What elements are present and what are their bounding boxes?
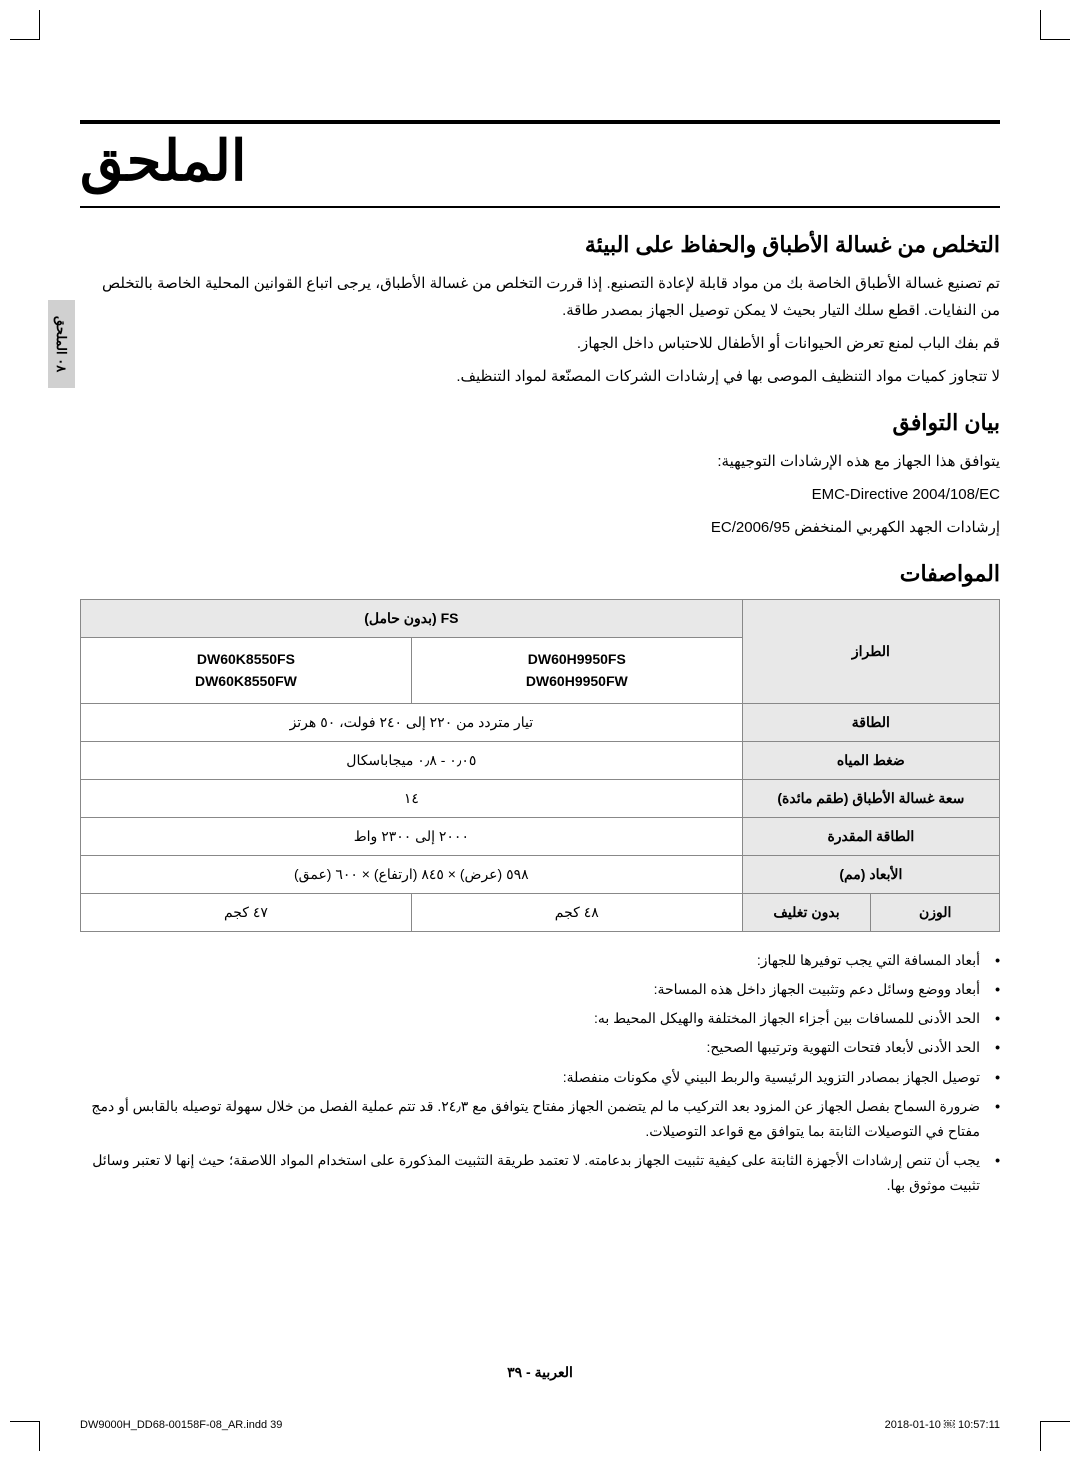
table-header-model: الطراز <box>742 600 999 704</box>
table-row: الطاقة المقدرة ٢٠٠٠ إلى ٢٣٠٠ واط <box>81 817 1000 855</box>
body-paragraph: قم بفك الباب لمنع تعرض الحيوانات أو الأط… <box>80 330 1000 357</box>
table-row: الطاقة تيار متردد من ٢٢٠ إلى ٢٤٠ فولت، ٥… <box>81 703 1000 741</box>
list-item: الحد الأدنى لأبعاد فتحات التهوية وترتيبه… <box>80 1035 1000 1060</box>
table-row: سعة غسالة الأطباق (طقم مائدة) ١٤ <box>81 779 1000 817</box>
table-header-water: ضغط المياه <box>742 741 999 779</box>
table-cell: ٥٩٨ (عرض) × ٨٤٥ (ارتفاع) × ٦٠٠ (عمق) <box>81 855 743 893</box>
body-paragraph: إرشادات الجهد الكهربي المنخفض 2006/95/EC <box>80 514 1000 541</box>
list-item: أبعاد المسافة التي يجب توفيرها للجهاز: <box>80 948 1000 973</box>
section-heading-compliance: بيان التوافق <box>80 410 1000 436</box>
crop-mark <box>1040 10 1070 40</box>
table-header-dims: الأبعاد (مم) <box>742 855 999 893</box>
page-title: الملحق <box>80 120 1000 208</box>
model-code: DW60K8550FW <box>195 673 297 689</box>
list-item: ضرورة السماح بفصل الجهاز عن المزود بعد ا… <box>80 1094 1000 1144</box>
list-item: أبعاد ووضع وسائل دعم وتثبيت الجهاز داخل … <box>80 977 1000 1002</box>
table-cell-model-a: DW60H9950FS DW60H9950FW <box>411 638 742 704</box>
table-header-rated: الطاقة المقدرة <box>742 817 999 855</box>
notes-list: أبعاد المسافة التي يجب توفيرها للجهاز: أ… <box>80 948 1000 1199</box>
model-code: DW60K8550FS <box>197 651 295 667</box>
page-footer: العربية - ٣٩ <box>80 1364 1000 1381</box>
table-cell-model-b: DW60K8550FS DW60K8550FW <box>81 638 412 704</box>
table-row: الأبعاد (مم) ٥٩٨ (عرض) × ٨٤٥ (ارتفاع) × … <box>81 855 1000 893</box>
body-paragraph: يتوافق هذا الجهاز مع هذه الإرشادات التوج… <box>80 448 1000 475</box>
table-cell: تيار متردد من ٢٢٠ إلى ٢٤٠ فولت، ٥٠ هرتز <box>81 703 743 741</box>
table-cell: ٢٠٠٠ إلى ٢٣٠٠ واط <box>81 817 743 855</box>
list-item: الحد الأدنى للمسافات بين أجزاء الجهاز ال… <box>80 1006 1000 1031</box>
model-code: DW60H9950FS <box>528 651 626 667</box>
table-cell: ١٤ <box>81 779 743 817</box>
table-row: الطراز FS (بدون حامل) <box>81 600 1000 638</box>
model-code: DW60H9950FW <box>526 673 628 689</box>
crop-mark <box>10 10 40 40</box>
table-header-capacity: سعة غسالة الأطباق (طقم مائدة) <box>742 779 999 817</box>
specs-table: الطراز FS (بدون حامل) DW60H9950FS DW60H9… <box>80 599 1000 932</box>
print-info-timestamp: 2018-01-10 ￼ 10:57:11 <box>885 1419 1000 1431</box>
list-item: توصيل الجهاز بمصادر التزويد الرئيسية وال… <box>80 1065 1000 1090</box>
table-header-fs: FS (بدون حامل) <box>81 600 743 638</box>
body-paragraph: تم تصنيع غسالة الأطباق الخاصة بك من مواد… <box>80 270 1000 324</box>
body-paragraph: لا تتجاوز كميات مواد التنظيف الموصى بها … <box>80 363 1000 390</box>
table-header-unpacked: بدون تغليف <box>742 893 871 931</box>
side-tab-label: ٠٨ الملحق <box>48 300 75 388</box>
table-header-weight: الوزن <box>871 893 1000 931</box>
print-info-filename: DW9000H_DD68-00158F-08_AR.indd 39 <box>80 1419 282 1431</box>
table-cell: ٤٨ كجم <box>411 893 742 931</box>
table-cell: ٤٧ كجم <box>81 893 412 931</box>
list-item: يجب أن تنص إرشادات الأجهزة الثابتة على ك… <box>80 1148 1000 1198</box>
crop-mark <box>1040 1421 1070 1451</box>
table-header-power: الطاقة <box>742 703 999 741</box>
crop-mark <box>10 1421 40 1451</box>
table-cell: ٠٫٠٥ - ٠٫٨ ميجاباسكال <box>81 741 743 779</box>
section-heading-disposal: التخلص من غسالة الأطباق والحفاظ على البي… <box>80 232 1000 258</box>
section-heading-specs: المواصفات <box>80 561 1000 587</box>
table-row: ضغط المياه ٠٫٠٥ - ٠٫٨ ميجاباسكال <box>81 741 1000 779</box>
body-paragraph: EMC-Directive 2004/108/EC <box>80 481 1000 508</box>
table-row: الوزن بدون تغليف ٤٨ كجم ٤٧ كجم <box>81 893 1000 931</box>
